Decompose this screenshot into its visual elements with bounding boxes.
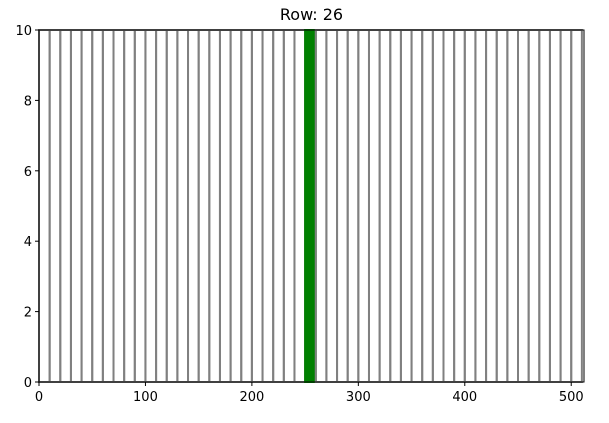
chart-title: Row: 26 <box>280 5 343 24</box>
bar <box>570 29 583 383</box>
bar <box>453 29 466 383</box>
bar <box>463 29 477 383</box>
bar <box>250 29 264 383</box>
y-tick-label: 4 <box>24 235 32 250</box>
bar <box>229 29 243 383</box>
bar <box>240 29 253 383</box>
bars-layer <box>38 29 583 383</box>
bar <box>208 29 221 383</box>
bar <box>133 29 147 383</box>
bar <box>261 29 275 383</box>
y-tick-label: 2 <box>24 306 32 321</box>
bar <box>101 29 115 383</box>
bar <box>314 29 328 383</box>
bar <box>421 29 434 383</box>
bar <box>527 29 541 383</box>
bar <box>282 29 296 383</box>
axes-frame <box>38 29 585 383</box>
bar <box>442 29 456 383</box>
bar <box>346 29 360 383</box>
bar <box>91 29 104 383</box>
bar <box>538 29 551 383</box>
bar-highlighted <box>304 29 317 383</box>
bar <box>187 29 200 383</box>
bar <box>485 29 498 383</box>
bar <box>155 29 168 383</box>
bar <box>367 29 381 383</box>
y-tick-label: 10 <box>15 24 32 39</box>
bar <box>144 29 158 383</box>
x-tick-label: 200 <box>239 390 264 405</box>
bar <box>431 29 445 383</box>
bar <box>410 29 424 383</box>
bar <box>474 29 488 383</box>
bar <box>123 29 136 383</box>
bar <box>112 29 126 383</box>
y-tick-label: 0 <box>24 376 32 391</box>
bar <box>389 29 402 383</box>
y-tick-label: 6 <box>24 165 32 180</box>
x-tick-label: 0 <box>35 390 43 405</box>
bar <box>38 29 51 383</box>
bar <box>506 29 520 383</box>
bar <box>399 29 413 383</box>
x-tick-label: 300 <box>346 390 371 405</box>
bar <box>272 29 285 383</box>
bar <box>293 29 307 383</box>
bar <box>495 29 509 383</box>
bar <box>357 29 370 383</box>
bar <box>325 29 339 383</box>
bar <box>165 29 179 383</box>
bar <box>378 29 392 383</box>
bar <box>548 29 562 383</box>
x-tick-label: 500 <box>559 390 584 405</box>
bar <box>197 29 211 383</box>
bar <box>517 29 530 383</box>
axes-layer: 0 100 200 300 400 500 0 2 4 6 8 10 <box>15 24 585 405</box>
bar <box>48 29 62 383</box>
x-tick-label: 100 <box>133 390 158 405</box>
bar <box>559 29 573 383</box>
bar <box>59 29 72 383</box>
bar <box>69 29 83 383</box>
bar <box>80 29 94 383</box>
y-tick-label: 8 <box>24 94 32 109</box>
x-tick-label: 400 <box>452 390 477 405</box>
bar <box>218 29 232 383</box>
bar <box>176 29 190 383</box>
bar <box>336 29 349 383</box>
